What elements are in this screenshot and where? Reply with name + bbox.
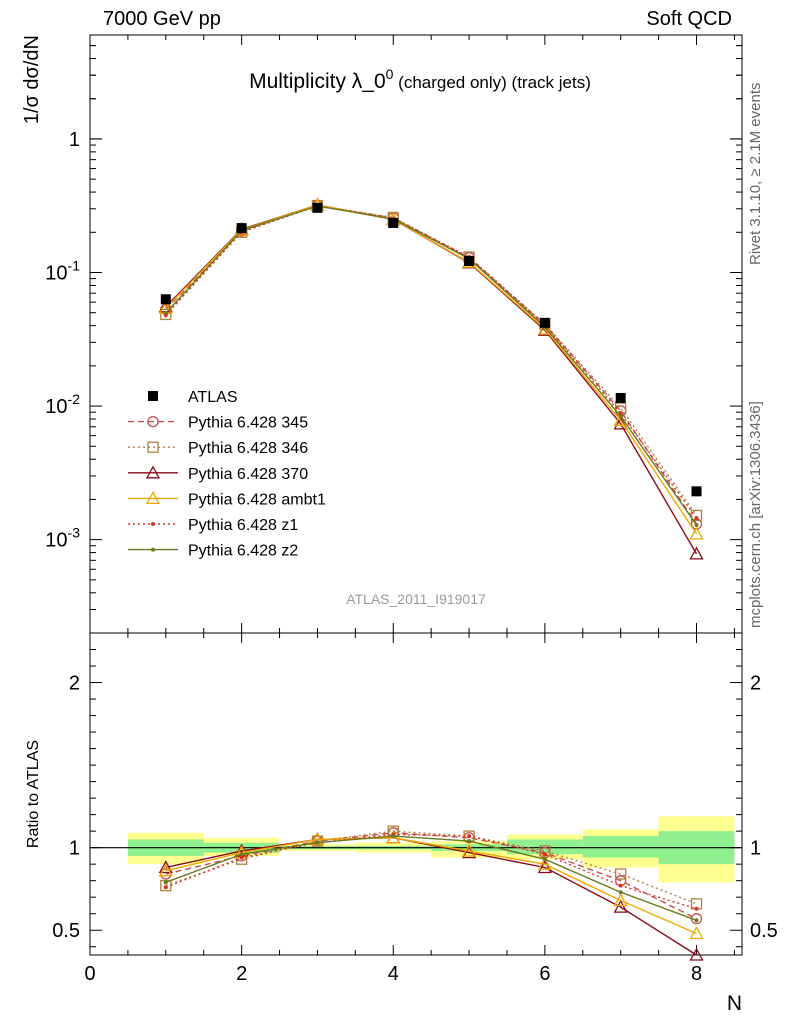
- series-2-main-point: [689, 546, 704, 560]
- y-tick-label: 10-1: [45, 258, 80, 285]
- legend-atlas-marker: [148, 391, 158, 401]
- series-3-main-line: [165, 204, 698, 535]
- series-3-ratio-point: [537, 856, 552, 870]
- series-3-main-point: [689, 526, 704, 540]
- ratio-y-tick-label-right: 0.5: [750, 920, 778, 942]
- series-3-ratio-point: [461, 843, 477, 857]
- y-axis-label: 1/σ dσ/dN: [21, 35, 43, 124]
- legend-marker-0: [147, 415, 159, 428]
- series-2-ratio-point: [537, 860, 552, 874]
- atlas-data-point: [539, 317, 550, 328]
- atlas-data-point: [615, 392, 626, 403]
- series-5-ratio-point: [315, 840, 320, 845]
- ratio-y-tick-label: 1: [69, 838, 80, 860]
- legend-label-4: Pythia 6.428 z1: [188, 517, 298, 534]
- ratio-y-tick-label-right: 1: [750, 838, 761, 860]
- series-5-ratio-point: [694, 918, 699, 923]
- legend-marker-3: [145, 491, 161, 505]
- y-tick-label: 10-3: [45, 525, 80, 552]
- series-0-ratio-line: [165, 832, 697, 920]
- series-1-main-point: [160, 308, 172, 321]
- ratio-y-tick-label: 0.5: [52, 920, 80, 942]
- legend-marker-5: [151, 547, 155, 552]
- series-2-ratio-line: [165, 837, 697, 956]
- x-tick-label: 8: [691, 963, 702, 985]
- legend-label-3: Pythia 6.428 ambt1: [188, 491, 326, 508]
- series-4-ratio-point: [163, 885, 168, 890]
- series-2-ratio-point: [158, 860, 173, 874]
- ratio-y-tick-label: 2: [69, 673, 80, 695]
- x-tick-label: 4: [388, 963, 399, 985]
- series-4-ratio-point: [542, 852, 547, 857]
- series-5-ratio-line: [165, 835, 697, 921]
- x-tick-label: 2: [236, 963, 247, 985]
- ratio-y-tick-label-right: 2: [750, 673, 761, 695]
- series-1-ratio-point: [615, 868, 627, 880]
- chart-title: Multiplicity λ_00 (charged only) (track …: [249, 66, 591, 93]
- series-5-ratio-point: [391, 834, 396, 839]
- series-4-ratio-point: [467, 834, 472, 839]
- atlas-data-point: [312, 202, 323, 213]
- series-4-ratio-point: [239, 855, 244, 860]
- atlas-data-point: [388, 217, 399, 228]
- legend-label-5: Pythia 6.428 z2: [188, 543, 298, 560]
- series-5-ratio-point: [618, 890, 623, 895]
- legend-label-1: Pythia 6.428 346: [188, 440, 308, 457]
- series-1-main-point: [690, 509, 703, 522]
- series-2-main-point: [613, 416, 628, 430]
- x-axis-label: N: [727, 992, 742, 1015]
- legend-label-2: Pythia 6.428 370: [188, 466, 308, 483]
- series-5-ratio-point: [239, 852, 244, 857]
- atlas-data-point: [236, 223, 247, 234]
- atlas-data-point: [464, 255, 475, 266]
- series-2-ratio-point: [613, 899, 628, 913]
- y-tick-label: 1: [69, 129, 80, 151]
- series-4-main-point: [694, 516, 699, 521]
- series-5-ratio-point: [467, 839, 472, 844]
- legend-marker-2: [145, 465, 161, 479]
- series-5-ratio-point: [542, 857, 547, 862]
- analysis-tag: ATLAS_2011_I919017: [346, 591, 486, 607]
- ratio-y-axis-label: Ratio to ATLAS: [25, 740, 42, 848]
- legend-marker-4: [151, 522, 155, 526]
- series-1-ratio-point: [311, 835, 324, 847]
- header-right: Soft QCD: [646, 8, 732, 30]
- series-3-ratio-point: [386, 830, 401, 844]
- legend-atlas-label: ATLAS: [188, 389, 238, 406]
- series-5-ratio-point: [163, 880, 168, 885]
- legend-label-0: Pythia 6.428 345: [188, 415, 308, 432]
- series-4-ratio-point: [618, 883, 623, 888]
- series-5-main-point: [618, 414, 623, 419]
- x-tick-label: 0: [84, 963, 95, 985]
- legend-marker-1: [147, 441, 159, 453]
- series-4-ratio-point: [694, 906, 699, 911]
- series-3-ratio-line: [165, 837, 697, 935]
- stat-uncertainty-band: [506, 839, 583, 855]
- ratio-frame: [89, 632, 743, 956]
- series-3-ratio-point: [158, 863, 173, 877]
- x-tick-label: 6: [539, 963, 550, 985]
- series-3-ratio-point: [689, 926, 704, 940]
- series-2-ratio-point: [689, 947, 704, 961]
- series-5-main-point: [163, 310, 168, 315]
- series-3-ratio-point: [613, 893, 628, 907]
- atlas-data-point: [691, 486, 702, 497]
- series-5-main-point: [694, 522, 699, 527]
- stat-uncertainty-band: [582, 836, 659, 858]
- atlas-data-point: [160, 294, 171, 305]
- y-tick-label: 10-2: [45, 391, 80, 418]
- header-left: 7000 GeV pp: [103, 8, 221, 30]
- series-5-main-line: [165, 205, 698, 526]
- series-4-main-line: [165, 205, 698, 519]
